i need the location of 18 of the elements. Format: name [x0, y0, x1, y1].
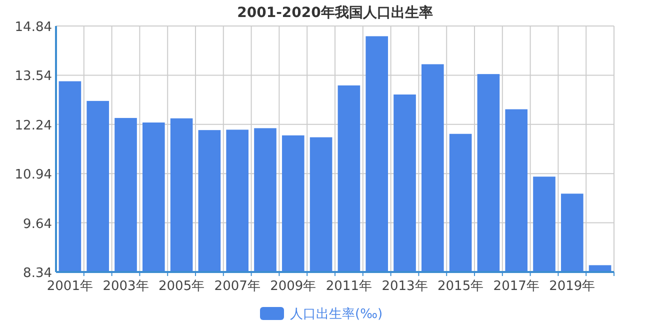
y-tick-label: 13.54 — [14, 69, 52, 84]
x-tick-label: 2013年 — [382, 279, 428, 294]
x-tick-label: 2019年 — [549, 279, 596, 294]
legend-label: 人口出生率(‰) — [290, 306, 383, 322]
y-tick-label: 12.24 — [14, 118, 52, 134]
y-tick-label: 8.34 — [23, 266, 52, 281]
y-tick-label: 10.94 — [14, 168, 52, 183]
x-tick-label: 2009年 — [270, 279, 316, 294]
x-tick-label: 2011年 — [326, 279, 372, 294]
x-tick-label: 2015年 — [438, 279, 484, 294]
x-tick-label: 2003年 — [102, 279, 149, 294]
x-tick-label: 2007年 — [214, 279, 260, 294]
x-tick-label: 2001年 — [46, 279, 93, 294]
chart-title: 2001-2020年我国人口出生率 — [237, 4, 433, 21]
y-tick-label: 9.64 — [23, 216, 52, 232]
x-tick-label: 2005年 — [158, 279, 205, 294]
y-tick-label: 14.84 — [14, 20, 52, 35]
x-tick-label: 2017年 — [493, 279, 540, 294]
